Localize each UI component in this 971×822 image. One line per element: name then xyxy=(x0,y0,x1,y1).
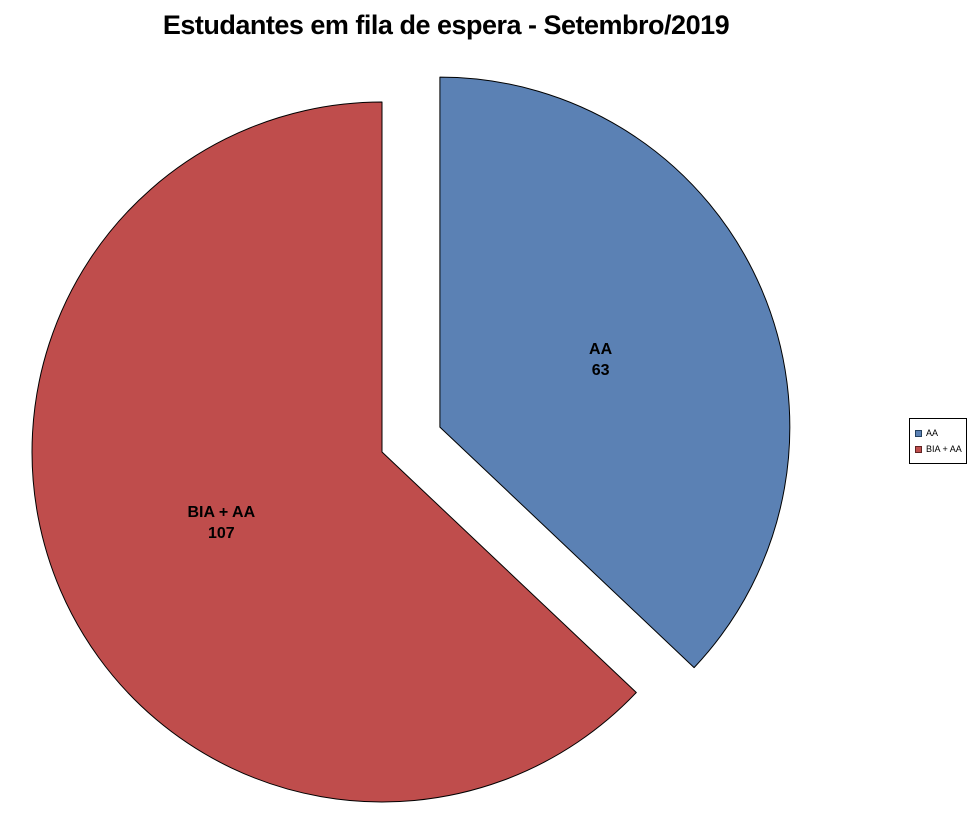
slice-label-value: 63 xyxy=(592,362,610,379)
legend-label-aa: AA xyxy=(926,427,939,438)
pie-slice-bia-aa[interactable] xyxy=(31,101,637,803)
legend-item-bia-aa[interactable]: BIA + AA xyxy=(915,443,966,454)
legend-label-bia-aa: BIA + AA xyxy=(926,443,962,454)
legend-item-aa[interactable]: AA xyxy=(915,427,966,438)
legend: AA BIA + AA xyxy=(909,418,967,464)
slice-label-category: BIA + AA xyxy=(187,504,255,521)
pie-slice-aa[interactable] xyxy=(439,76,791,669)
chart-title: Estudantes em fila de espera - Setembro/… xyxy=(162,10,730,40)
legend-swatch-bia-aa-icon xyxy=(915,445,922,453)
slice-label-category: AA xyxy=(589,341,613,358)
legend-swatch-aa-icon xyxy=(915,429,922,437)
slice-label-value: 107 xyxy=(208,525,235,542)
